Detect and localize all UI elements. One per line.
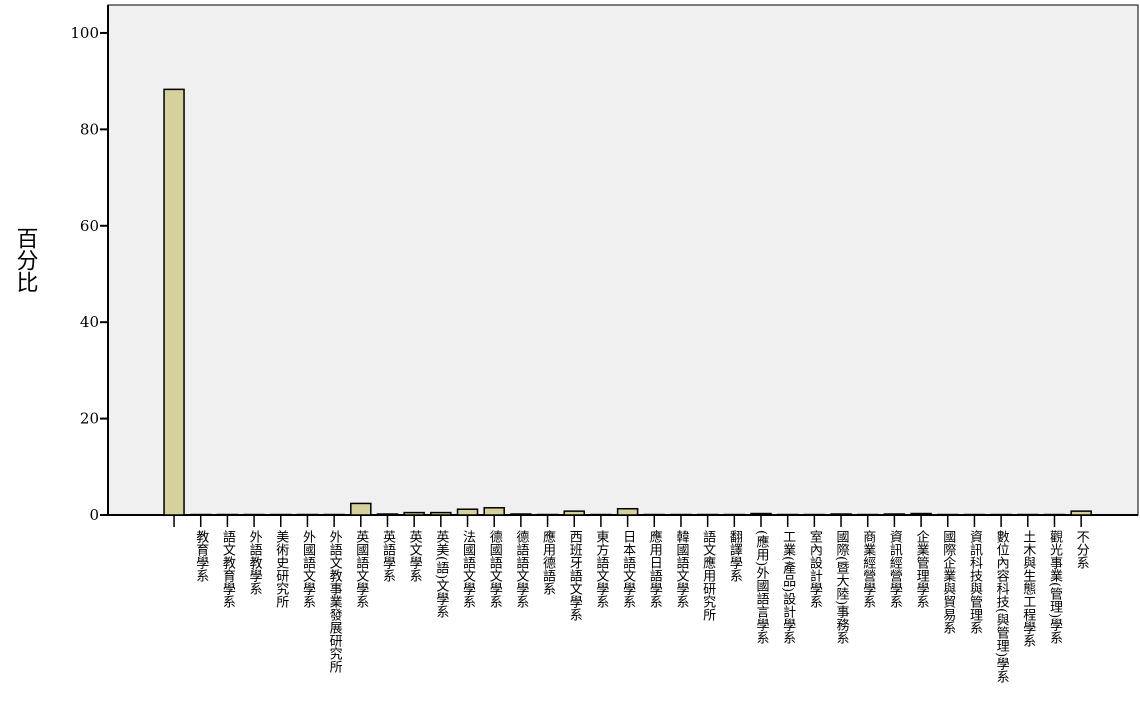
y-tick-label: 0 [89, 506, 99, 524]
y-tick-label: 80 [80, 120, 99, 138]
y-tick-label: 40 [80, 313, 99, 331]
x-tick-label: 東方語文學系 [593, 529, 609, 608]
bar [564, 511, 584, 515]
x-tick-label: 資訊科技與管理系 [967, 530, 983, 634]
x-tick-label: 英美(語)文學系 [433, 530, 449, 619]
x-tick-label: 觀光事業(管理)學系 [1047, 530, 1063, 645]
bar [751, 514, 771, 515]
x-tick-label: 國際(暨大陸)事務系 [834, 530, 850, 645]
x-tick-label: 英語學系 [380, 530, 396, 582]
x-tick-label: 不分系 [1074, 530, 1090, 569]
x-tick-label: 資訊經營學系 [887, 530, 903, 608]
bar [484, 508, 504, 515]
y-tick-label: 60 [80, 217, 99, 235]
bar [458, 509, 478, 515]
x-tick-label: (應用)外國語言學系 [754, 530, 770, 645]
bar [377, 514, 397, 515]
x-tick-label: 教育學系 [193, 529, 209, 582]
x-tick-label: 語文教育學系 [220, 529, 236, 608]
x-tick-label: 美術史研究所 [273, 530, 289, 608]
x-tick-label: 工業(產品)設計學系 [780, 530, 796, 645]
x-tick-label: 數位內容科技(與管理)學系 [994, 530, 1010, 684]
x-tick-label: 法國語文學系 [460, 530, 476, 608]
x-tick-label: 英國語文學系 [353, 530, 369, 608]
bar [511, 514, 531, 515]
x-tick-label: 土木與生態工程學系 [1020, 530, 1036, 647]
x-tick-label: 應用德語系 [540, 529, 556, 595]
bar [911, 514, 931, 515]
x-tick-label: 翻譯學系 [727, 530, 743, 582]
x-tick-label: 德國語文學系 [487, 530, 503, 608]
bar [404, 513, 424, 515]
bar [831, 514, 851, 515]
x-tick-label: 韓國語文學系 [673, 530, 689, 608]
plot-area [108, 5, 1138, 515]
x-tick-label: 外語教學系 [247, 530, 263, 595]
x-tick-label: 國際企業與貿易系 [940, 530, 956, 634]
y-tick-label: 20 [80, 410, 99, 428]
x-tick-label: 英文學系 [407, 530, 423, 582]
x-tick-label: 西班牙語文學系 [567, 530, 583, 621]
x-tick-label: 室內設計學系 [807, 529, 823, 608]
x-tick-label: 商業經營學系 [860, 530, 876, 608]
x-tick-label: 德語語文學系 [513, 530, 529, 608]
x-tick-label: 外語文教事業發展研究所 [327, 530, 343, 673]
x-tick-label: 外國語文學系 [300, 530, 316, 608]
x-tick-label: 語文應用研究所 [700, 529, 716, 621]
y-axis-label: 百分比 [13, 227, 39, 293]
bar [1071, 511, 1091, 515]
bar [431, 513, 451, 515]
x-tick-label: 應用日語學系 [647, 529, 663, 608]
x-tick-label: 企業管理學系 [914, 529, 930, 608]
bar [164, 89, 184, 515]
bar [618, 509, 638, 515]
bar [884, 514, 904, 515]
x-tick-label: 日本語文學系 [620, 530, 636, 608]
y-tick-label: 100 [70, 24, 99, 42]
bar [351, 503, 371, 515]
